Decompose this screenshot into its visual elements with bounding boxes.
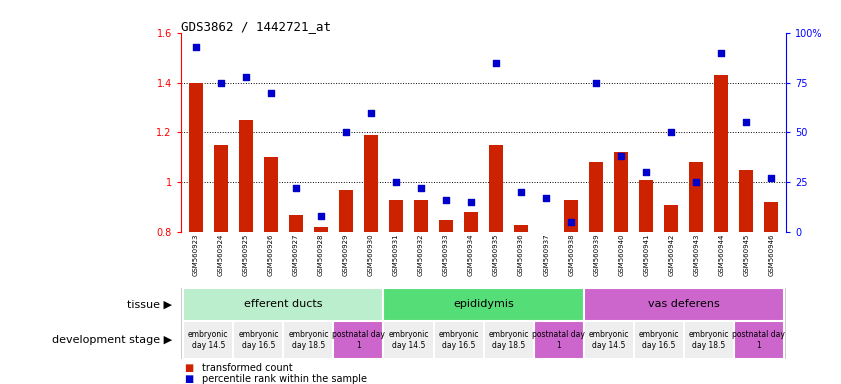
Text: percentile rank within the sample: percentile rank within the sample xyxy=(202,374,367,384)
Bar xyxy=(639,180,653,232)
Bar xyxy=(690,162,703,232)
Bar xyxy=(484,321,534,359)
Bar xyxy=(614,152,628,232)
Text: ■: ■ xyxy=(185,374,198,384)
Text: embryonic
day 14.5: embryonic day 14.5 xyxy=(389,330,429,350)
Bar xyxy=(634,321,684,359)
Point xyxy=(764,175,778,182)
Text: transformed count: transformed count xyxy=(202,363,293,373)
Bar xyxy=(584,321,634,359)
Bar xyxy=(714,75,728,232)
Point xyxy=(315,213,328,219)
Text: epididymis: epididymis xyxy=(453,299,514,310)
Bar xyxy=(489,145,503,232)
Point xyxy=(690,179,703,185)
Bar xyxy=(734,321,784,359)
Point xyxy=(339,129,352,136)
Text: postnatal day
1: postnatal day 1 xyxy=(532,330,585,350)
Point xyxy=(590,79,603,86)
Point xyxy=(639,169,653,175)
Text: ■: ■ xyxy=(185,363,198,373)
Text: postnatal day
1: postnatal day 1 xyxy=(733,330,785,350)
Point xyxy=(189,43,203,50)
Point xyxy=(615,153,628,159)
Text: embryonic
day 18.5: embryonic day 18.5 xyxy=(288,330,329,350)
Point xyxy=(439,197,452,204)
Point xyxy=(664,129,678,136)
Point xyxy=(239,73,252,79)
Text: embryonic
day 16.5: embryonic day 16.5 xyxy=(438,330,479,350)
Bar xyxy=(364,135,378,232)
Bar xyxy=(183,321,233,359)
Bar xyxy=(464,212,478,232)
Bar xyxy=(534,321,584,359)
Text: GDS3862 / 1442721_at: GDS3862 / 1442721_at xyxy=(181,20,331,33)
Bar xyxy=(339,190,353,232)
Bar xyxy=(590,162,603,232)
Point xyxy=(214,79,228,86)
Bar xyxy=(514,225,528,232)
Bar xyxy=(189,83,203,232)
Text: embryonic
day 14.5: embryonic day 14.5 xyxy=(589,330,629,350)
Bar xyxy=(289,215,303,232)
Point xyxy=(489,60,503,66)
Bar xyxy=(439,220,453,232)
Text: embryonic
day 16.5: embryonic day 16.5 xyxy=(638,330,679,350)
Point xyxy=(289,185,303,192)
Bar xyxy=(239,120,253,232)
Point xyxy=(364,109,378,116)
Bar xyxy=(389,200,403,232)
Bar xyxy=(584,288,784,321)
Text: tissue ▶: tissue ▶ xyxy=(127,299,172,310)
Point xyxy=(264,89,278,96)
Point xyxy=(515,189,528,195)
Bar xyxy=(183,288,383,321)
Bar xyxy=(664,205,678,232)
Bar xyxy=(564,200,578,232)
Text: efferent ducts: efferent ducts xyxy=(244,299,323,310)
Bar xyxy=(383,321,433,359)
Text: development stage ▶: development stage ▶ xyxy=(52,335,172,345)
Text: embryonic
day 16.5: embryonic day 16.5 xyxy=(238,330,278,350)
Bar xyxy=(433,321,484,359)
Text: postnatal day
1: postnatal day 1 xyxy=(332,330,385,350)
Point xyxy=(389,179,403,185)
Point xyxy=(464,199,478,205)
Point xyxy=(739,119,753,126)
Bar xyxy=(764,202,778,232)
Bar xyxy=(739,170,754,232)
Bar xyxy=(684,321,734,359)
Bar xyxy=(233,321,283,359)
Bar xyxy=(414,200,428,232)
Text: vas deferens: vas deferens xyxy=(648,299,720,310)
Bar xyxy=(264,157,278,232)
Point xyxy=(715,50,728,56)
Point xyxy=(564,219,578,225)
Bar xyxy=(333,321,383,359)
Bar xyxy=(283,321,333,359)
Text: embryonic
day 14.5: embryonic day 14.5 xyxy=(188,330,229,350)
Point xyxy=(415,185,428,192)
Point xyxy=(539,195,553,202)
Bar xyxy=(314,227,328,232)
Text: embryonic
day 18.5: embryonic day 18.5 xyxy=(689,330,729,350)
Bar xyxy=(383,288,584,321)
Text: embryonic
day 18.5: embryonic day 18.5 xyxy=(489,330,529,350)
Bar xyxy=(214,145,228,232)
